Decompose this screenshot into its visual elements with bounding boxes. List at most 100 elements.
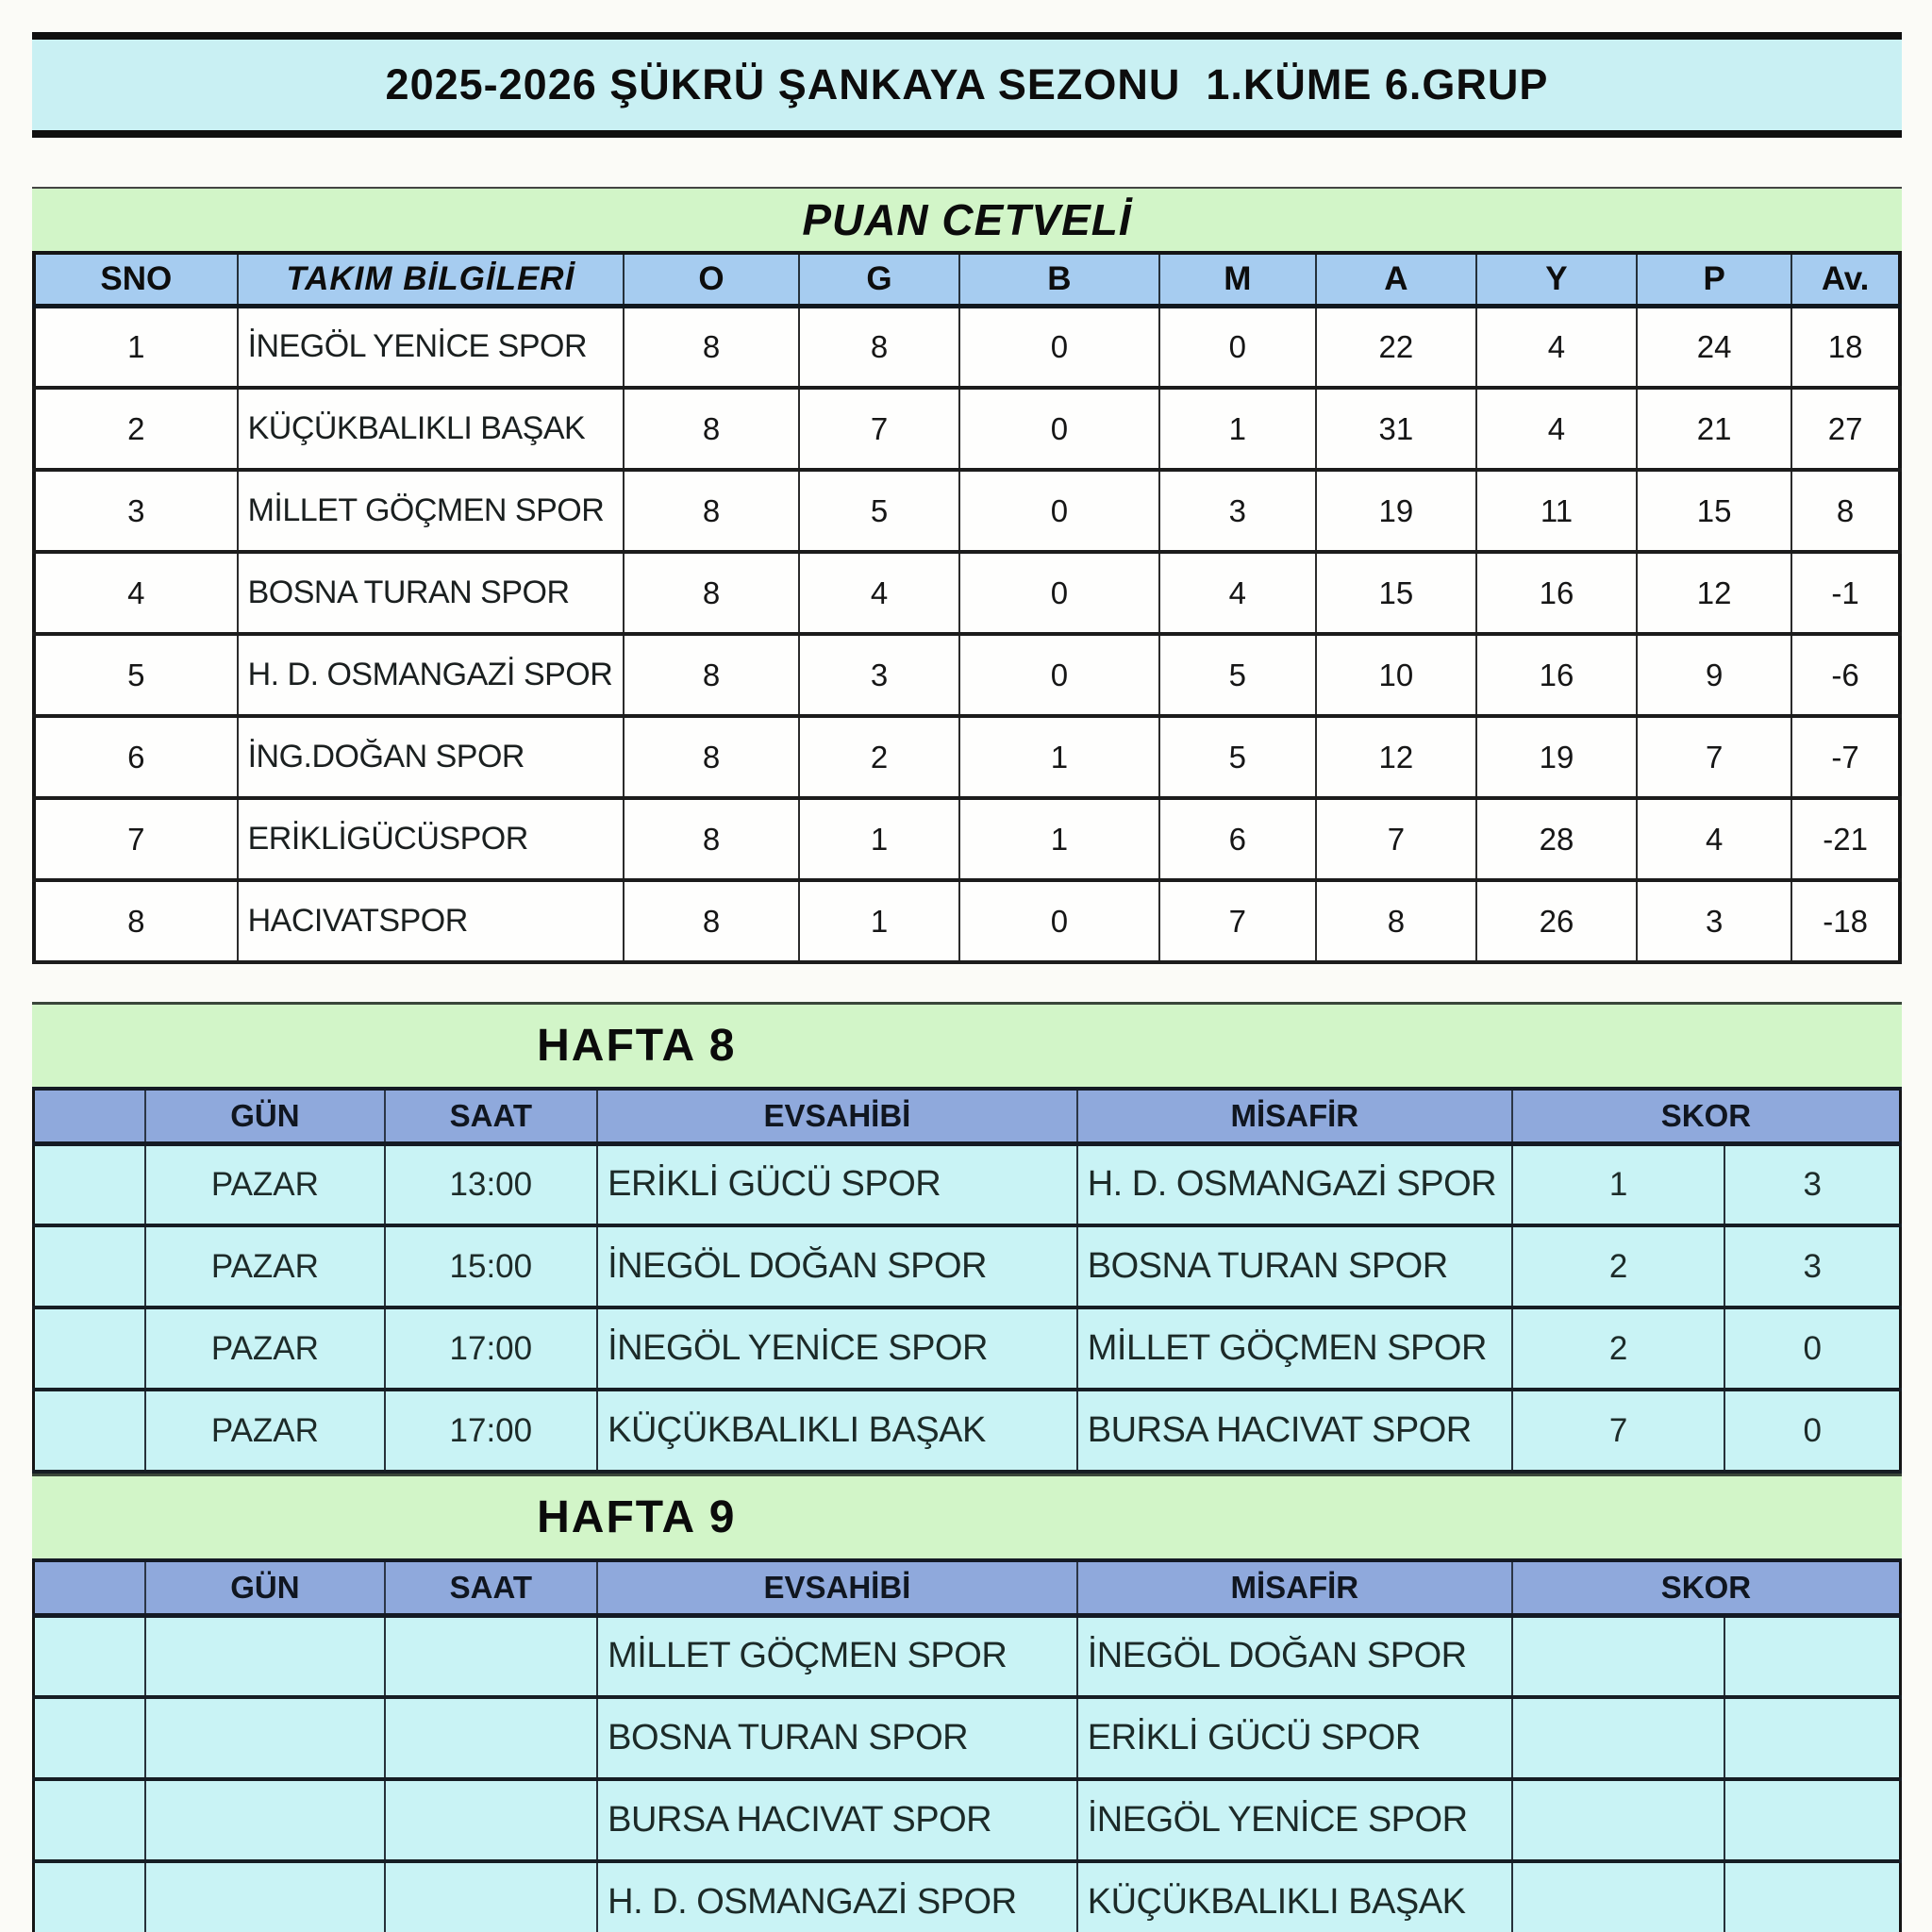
rank: 3	[33, 469, 239, 554]
away-team: ERİKLİ GÜCÜ SPOR	[1075, 1696, 1513, 1781]
match-time	[383, 1696, 599, 1781]
home-team: İNEGÖL DOĞAN SPOR	[596, 1224, 1078, 1309]
goals-against: 28	[1474, 797, 1639, 882]
rank: 8	[33, 879, 239, 964]
match-row: PAZAR 17:00 İNEGÖL YENİCE SPOR MİLLET GÖÇME…	[32, 1307, 1902, 1391]
rank: 2	[33, 387, 239, 472]
goals-against: 16	[1474, 551, 1639, 636]
col-away: MİSAFİR	[1075, 1558, 1513, 1618]
average: -7	[1790, 715, 1901, 800]
rank: 7	[33, 797, 239, 882]
away-score: 0	[1724, 1307, 1902, 1391]
col-home: EVSAHİBİ	[596, 1558, 1078, 1618]
average: -1	[1790, 551, 1901, 636]
away-team: MİLLET GÖÇMEN SPOR	[1075, 1307, 1513, 1391]
match-day: PAZAR	[144, 1389, 386, 1474]
match-row: BOSNA TURAN SPOR ERİKLİ GÜCÜ SPOR	[32, 1696, 1902, 1781]
standings-table: SNO TAKIM BİLGİLERİ O G B M A Y P Av. 1 İ…	[32, 251, 1902, 964]
week8-fixtures-table: GÜN SAAT EVSAHİBİ MİSAFİR SKOR PAZAR 13:0…	[32, 1087, 1902, 1474]
home-score: 2	[1510, 1307, 1726, 1391]
played: 8	[623, 633, 800, 718]
table-row: 5 H. D. OSMANGAZİ SPOR 8 3 0 5 10 16 9 -6	[33, 633, 1901, 718]
col-lost: M	[1158, 253, 1317, 308]
team-name: İNEGÖL YENİCE SPOR	[236, 305, 625, 390]
points: 24	[1636, 305, 1793, 390]
won: 3	[797, 633, 961, 718]
away-team: İNEGÖL DOĞAN SPOR	[1075, 1614, 1513, 1699]
lost: 5	[1158, 715, 1317, 800]
match-time: 15:00	[383, 1224, 599, 1309]
match-row: PAZAR 15:00 İNEGÖL DOĞAN SPOR BOSNA TURAN S…	[32, 1224, 1902, 1309]
lost: 4	[1158, 551, 1317, 636]
rank: 6	[33, 715, 239, 800]
points: 3	[1636, 879, 1793, 964]
played: 8	[623, 469, 800, 554]
played: 8	[623, 305, 800, 390]
won: 4	[797, 551, 961, 636]
average: 8	[1790, 469, 1901, 554]
match-day: PAZAR	[144, 1224, 386, 1309]
drawn: 0	[958, 305, 1160, 390]
points: 7	[1636, 715, 1793, 800]
week9-title-band: HAFTA 9	[32, 1474, 1902, 1558]
played: 8	[623, 715, 800, 800]
home-team: KÜÇÜKBALIKLI BAŞAK	[596, 1389, 1078, 1474]
home-score	[1510, 1860, 1726, 1932]
home-score	[1510, 1778, 1726, 1863]
won: 2	[797, 715, 961, 800]
col-blank	[32, 1087, 147, 1146]
week8-title: HAFTA 8	[537, 1021, 737, 1071]
home-score: 2	[1510, 1224, 1726, 1309]
blank-cell	[32, 1307, 147, 1391]
lost: 3	[1158, 469, 1317, 554]
col-drawn: B	[958, 253, 1160, 308]
goals-for: 8	[1314, 879, 1477, 964]
match-time: 17:00	[383, 1307, 599, 1391]
col-played: O	[623, 253, 800, 308]
match-day	[144, 1614, 386, 1699]
home-score: 7	[1510, 1389, 1726, 1474]
col-time: SAAT	[383, 1558, 599, 1618]
match-day	[144, 1778, 386, 1863]
match-time	[383, 1614, 599, 1699]
drawn: 0	[958, 879, 1160, 964]
blank-cell	[32, 1224, 147, 1309]
home-team: ERİKLİ GÜCÜ SPOR	[596, 1142, 1078, 1227]
col-sno: SNO	[33, 253, 239, 308]
goals-for: 22	[1314, 305, 1477, 390]
col-score: SKOR	[1510, 1558, 1902, 1618]
drawn: 1	[958, 797, 1160, 882]
away-score	[1724, 1778, 1902, 1863]
drawn: 0	[958, 633, 1160, 718]
col-day: GÜN	[144, 1558, 386, 1618]
lost: 6	[1158, 797, 1317, 882]
table-row: 4 BOSNA TURAN SPOR 8 4 0 4 15 16 12 -1	[33, 551, 1901, 636]
drawn: 0	[958, 469, 1160, 554]
standings-header-row: SNO TAKIM BİLGİLERİ O G B M A Y P Av.	[33, 253, 1901, 308]
col-won: G	[797, 253, 961, 308]
goals-for: 7	[1314, 797, 1477, 882]
away-team: BOSNA TURAN SPOR	[1075, 1224, 1513, 1309]
team-name: ERİKLİGÜCÜSPOR	[236, 797, 625, 882]
match-row: BURSA HACIVAT SPOR İNEGÖL YENİCE SPOR	[32, 1778, 1902, 1863]
home-team: BURSA HACIVAT SPOR	[596, 1778, 1078, 1863]
season-title-band: 2025-2026 ŞÜKRÜ ŞANKAYA SEZONU 1.KÜME 6.…	[32, 32, 1902, 138]
average: -18	[1790, 879, 1901, 964]
blank-cell	[32, 1696, 147, 1781]
match-day	[144, 1696, 386, 1781]
home-score: 1	[1510, 1142, 1726, 1227]
match-row: H. D. OSMANGAZİ SPOR KÜÇÜKBALIKLI BAŞAK	[32, 1860, 1902, 1932]
blank-cell	[32, 1142, 147, 1227]
col-time: SAAT	[383, 1087, 599, 1146]
goals-for: 10	[1314, 633, 1477, 718]
week8-title-band: HAFTA 8	[32, 1002, 1902, 1087]
team-name: MİLLET GÖÇMEN SPOR	[236, 469, 625, 554]
average: -6	[1790, 633, 1901, 718]
spacer	[32, 964, 1902, 1002]
points: 15	[1636, 469, 1793, 554]
points: 21	[1636, 387, 1793, 472]
goals-for: 31	[1314, 387, 1477, 472]
home-score	[1510, 1696, 1726, 1781]
col-blank	[32, 1558, 147, 1618]
match-time	[383, 1778, 599, 1863]
